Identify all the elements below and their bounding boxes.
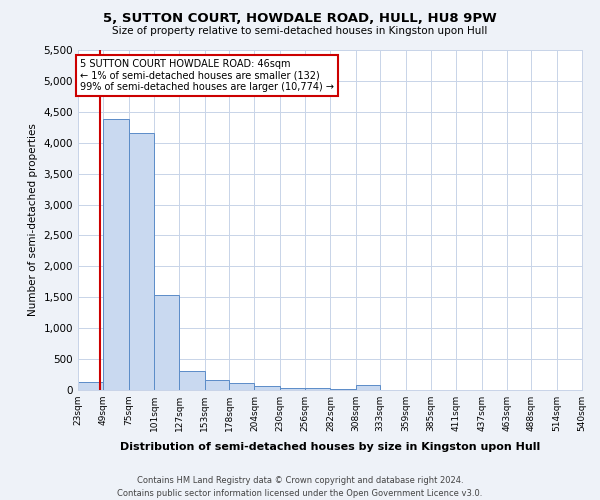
Text: Contains HM Land Registry data © Crown copyright and database right 2024.
Contai: Contains HM Land Registry data © Crown c… <box>118 476 482 498</box>
Y-axis label: Number of semi-detached properties: Number of semi-detached properties <box>28 124 38 316</box>
Bar <box>78 382 103 390</box>
Text: Size of property relative to semi-detached houses in Kingston upon Hull: Size of property relative to semi-detach… <box>112 26 488 36</box>
Bar <box>103 118 128 390</box>
Bar <box>305 388 331 390</box>
Text: 5 SUTTON COURT HOWDALE ROAD: 46sqm
← 1% of semi-detached houses are smaller (132: 5 SUTTON COURT HOWDALE ROAD: 46sqm ← 1% … <box>80 60 334 92</box>
Bar <box>254 386 280 390</box>
Bar <box>128 134 154 390</box>
Text: 5, SUTTON COURT, HOWDALE ROAD, HULL, HU8 9PW: 5, SUTTON COURT, HOWDALE ROAD, HULL, HU8… <box>103 12 497 26</box>
X-axis label: Distribution of semi-detached houses by size in Kingston upon Hull: Distribution of semi-detached houses by … <box>120 442 540 452</box>
Bar <box>179 371 205 390</box>
Bar <box>356 385 380 390</box>
Bar <box>280 388 305 390</box>
Bar <box>154 295 179 390</box>
Bar <box>205 380 229 390</box>
Bar <box>229 383 254 390</box>
